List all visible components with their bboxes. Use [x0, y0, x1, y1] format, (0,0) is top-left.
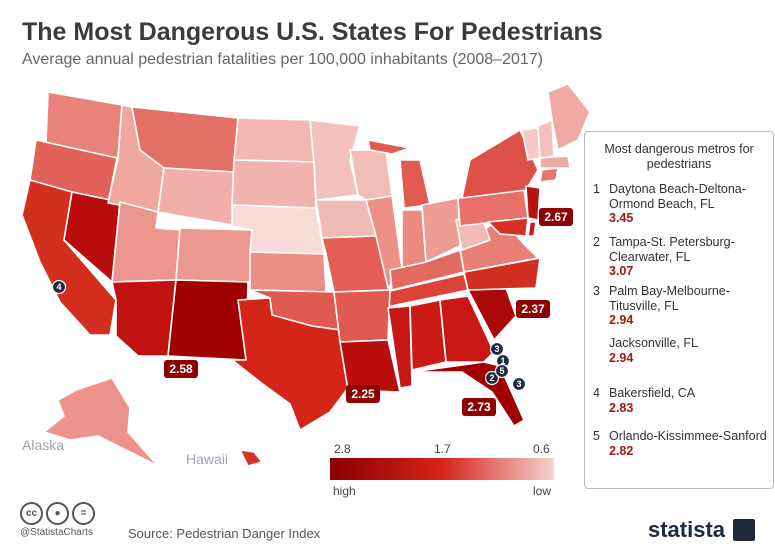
state-arizona — [111, 279, 177, 357]
metro-rank: 5 — [593, 429, 600, 443]
metro-markers: 4 3 1 2 5 3 — [51, 279, 527, 392]
value-label-louisiana — [346, 385, 380, 403]
metro-value: 3.45 — [609, 211, 634, 225]
metro-name: Jacksonville, FL — [609, 336, 698, 350]
metro-value: 2.94 — [609, 350, 634, 365]
value-text-louisiana: 2.25 — [351, 387, 375, 401]
metro-marker-orlando — [494, 363, 510, 379]
chart-subtitle: Average annual pedestrian fatalities per… — [22, 51, 543, 68]
value-text-newjersey: 2.67 — [544, 210, 568, 224]
hawaii-label: Hawaii — [186, 451, 228, 467]
state-alaska — [43, 377, 159, 467]
scale-tick-low: 0.6 — [533, 442, 550, 456]
state-delaware — [527, 221, 537, 237]
state-ohio — [421, 197, 461, 263]
legend-heading: Most dangerous metros for pedestrians — [604, 142, 754, 171]
state-georgia — [439, 295, 495, 363]
value-text-florida: 2.73 — [467, 400, 491, 414]
chart-title: The Most Dangerous U.S. States For Pedes… — [22, 18, 603, 46]
value-label-southcarolina — [516, 300, 550, 318]
value-callouts: 2.67 2.37 2.58 2.25 2.73 — [164, 208, 573, 416]
alaska-label: Alaska — [22, 437, 64, 453]
color-scale-bar — [330, 458, 554, 480]
statista-logo-icon — [733, 519, 755, 541]
metro-value: 2.82 — [609, 443, 634, 458]
state-northdakota — [233, 117, 315, 163]
state-massachusetts — [539, 155, 571, 169]
metro-name: Bakersfield, CA — [609, 386, 696, 400]
metro-marker-text-bakersfield: 4 — [56, 282, 61, 292]
metro-marker-tampa — [484, 370, 500, 386]
scale-low-label: low — [533, 484, 552, 498]
state-newhampshire — [537, 119, 555, 159]
state-maryland — [487, 217, 529, 237]
state-newyork — [461, 129, 539, 199]
state-michigan — [399, 159, 431, 209]
state-kansas — [249, 251, 327, 293]
source-note: Source: Pedestrian Danger Index — [128, 526, 321, 541]
metro-value: 2.83 — [609, 400, 634, 415]
state-arkansas — [333, 289, 391, 343]
metro-rank: 3 — [593, 284, 600, 298]
attribution-icon: ● — [46, 502, 69, 525]
metro-rank: 2 — [593, 235, 600, 249]
value-label-newjersey — [539, 208, 573, 226]
state-maine — [547, 83, 591, 151]
state-connecticut — [539, 167, 559, 183]
state-louisiana — [339, 339, 401, 393]
metro-marker-bakersfield — [51, 279, 67, 295]
metro-value: 2.94 — [609, 313, 634, 327]
no-derivatives-icon: = — [72, 502, 95, 525]
metro-name: Orlando-Kissimmee-Sanford — [609, 429, 767, 443]
scale-high-label: high — [333, 484, 356, 498]
state-mississippi — [387, 305, 413, 389]
metro-marker-text-daytona: 1 — [500, 356, 505, 366]
value-label-florida — [462, 398, 496, 416]
metro-name: Tampa-St. Petersburg-Clearwater, FL — [609, 235, 735, 264]
state-michigan-up — [367, 139, 411, 155]
metro-value: 3.07 — [609, 264, 634, 278]
metro-rank: 1 — [593, 182, 600, 196]
footer-handle: @StatistaCharts — [20, 527, 93, 538]
state-newmexico — [167, 279, 249, 361]
metros-legend: Most dangerous metros for pedestrians 1 … — [584, 131, 774, 489]
state-newjersey — [525, 185, 541, 221]
state-southdakota — [231, 159, 317, 209]
metro-marker-text-tampa: 2 — [489, 373, 494, 383]
metro-marker-jacksonville — [489, 341, 505, 357]
metro-marker-palmbay — [511, 376, 527, 392]
statista-logo: statista — [648, 517, 726, 542]
state-texas — [231, 297, 355, 431]
state-colorado — [175, 227, 253, 283]
state-hawaii — [239, 449, 263, 467]
scale-tick-mid: 1.7 — [434, 442, 451, 456]
value-text-newmexico: 2.58 — [169, 362, 193, 376]
metro-rank: 4 — [593, 386, 600, 400]
metro-marker-text-jacksonville: 3 — [494, 344, 499, 354]
value-label-newmexico — [164, 360, 198, 378]
creative-commons-icon: cc — [20, 502, 43, 525]
metro-name: Palm Bay-Melbourne-Titusville, FL — [609, 284, 730, 313]
value-text-southcarolina: 2.37 — [521, 302, 545, 316]
state-wyoming — [157, 167, 235, 226]
metro-marker-text-orlando: 5 — [499, 366, 504, 376]
metro-name: Daytona Beach-Deltona-Ormond Beach, FL — [609, 182, 746, 211]
metro-marker-text-palmbay: 3 — [516, 379, 521, 389]
scale-tick-high: 2.8 — [334, 442, 351, 456]
